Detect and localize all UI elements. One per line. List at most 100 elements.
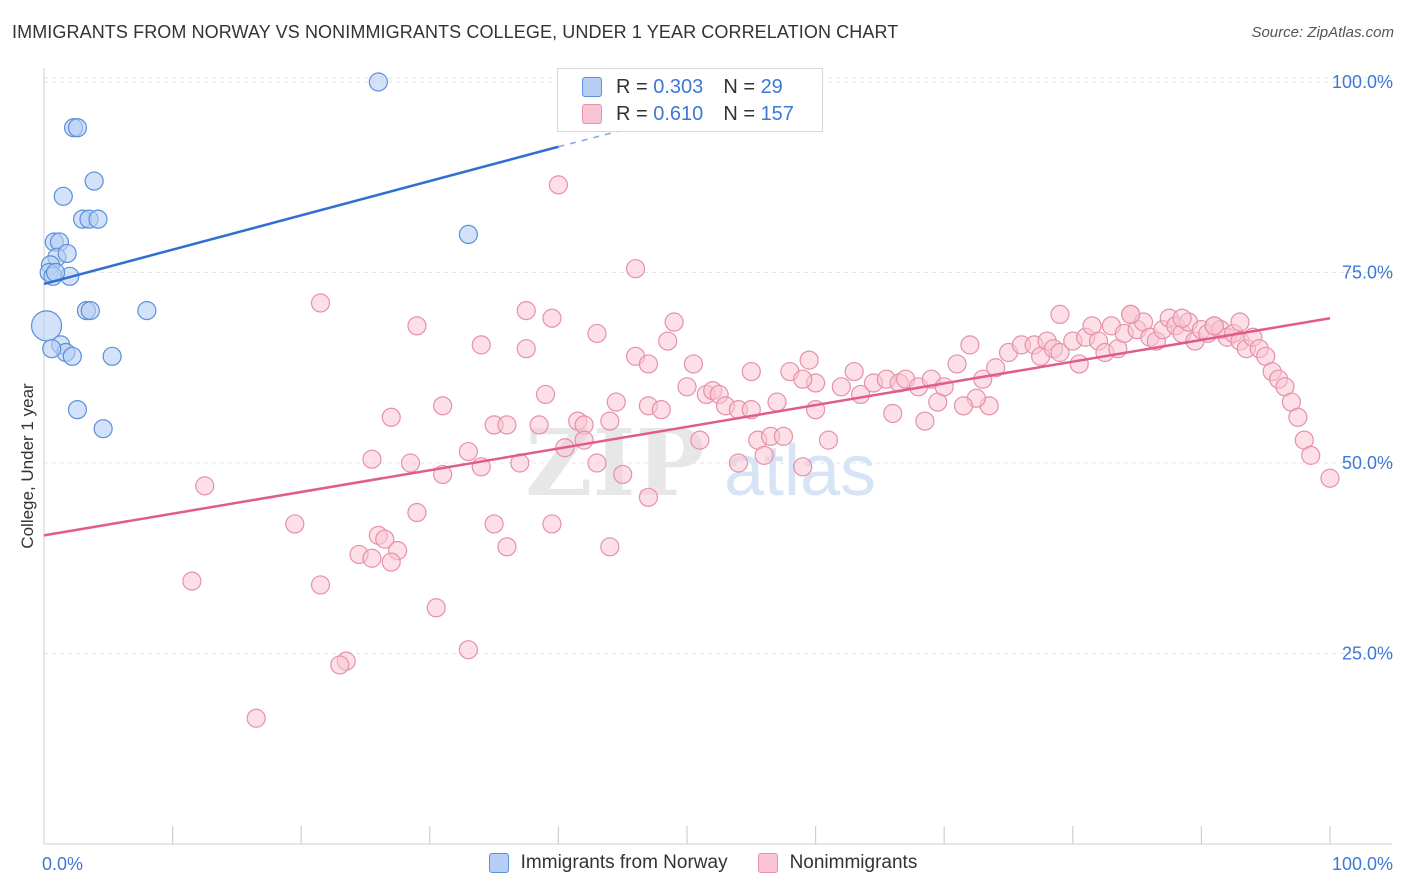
data-point-nonimmigrants [1172,308,1192,328]
data-point-norway [80,301,100,321]
x-tick-labels: 0.0% 100.0% [42,854,1393,874]
axes [43,68,1392,845]
legend-item-nonimmigrants[interactable]: Nonimmigrants [757,852,917,874]
data-point-nonimmigrants [1121,304,1141,325]
data-point-nonimmigrants [773,426,794,446]
legend-r-label: R = [616,75,648,98]
data-point-nonimmigrants [741,361,761,382]
data-point-nonimmigrants [677,377,697,397]
data-point-nonimmigrants [1204,316,1224,336]
legend-item-norway[interactable]: Immigrants from Norway [488,852,728,874]
data-point-nonimmigrants [638,354,659,374]
gridlines [44,77,1392,654]
data-point-nonimmigrants [638,487,659,507]
legend-n-label: N = [723,102,755,125]
data-point-norway [84,171,104,191]
data-point-nonimmigrants [1288,407,1308,427]
data-point-nonimmigrants [658,331,678,351]
data-point-nonimmigrants [381,552,401,572]
legend-row-norway: R = 0.303 N = 29 [582,75,783,99]
data-point-nonimmigrants [195,476,215,496]
data-point-nonimmigrants [683,354,704,374]
data-point-nonimmigrants [600,537,620,557]
y-axis-label: College, Under 1 year [18,383,37,549]
x-tick-label: 100.0% [1332,854,1393,874]
data-point-nonimmigrants [831,377,851,397]
data-point-nonimmigrants [497,537,517,557]
data-point-nonimmigrants [407,316,427,336]
data-point-nonimmigrants [664,312,684,332]
data-point-norway [57,243,77,264]
data-point-nonimmigrants [1050,342,1070,363]
nonimmigrants-points [182,175,1340,728]
data-point-nonimmigrants [516,339,536,359]
data-point-nonimmigrants [754,445,774,465]
data-point-nonimmigrants [310,293,331,313]
data-point-nonimmigrants [934,377,954,397]
data-point-nonimmigrants [529,415,549,435]
data-point-nonimmigrants [542,308,562,328]
legend-r-value: 0.303 [653,75,704,98]
data-point-nonimmigrants [793,369,813,389]
data-point-nonimmigrants [458,640,478,660]
data-point-nonimmigrants [497,415,517,435]
data-point-nonimmigrants [330,655,350,675]
data-point-norway [93,419,113,439]
y-tick-label: 100.0% [1332,72,1393,92]
data-point-norway [67,400,88,420]
legend-swatch-blue [582,77,602,97]
data-point-nonimmigrants [433,396,453,416]
data-point-nonimmigrants [246,708,266,728]
data-point-nonimmigrants [285,514,305,534]
data-point-nonimmigrants [407,502,427,523]
data-point-nonimmigrants [535,384,556,405]
data-point-nonimmigrants [1069,354,1089,374]
data-point-nonimmigrants [587,453,607,473]
legend-row-nonimmigrants: R = 0.610 N = 157 [582,102,794,126]
norway-points [30,72,478,439]
data-point-nonimmigrants [728,453,749,473]
data-point-nonimmigrants [651,400,671,420]
data-point-nonimmigrants [1230,312,1250,332]
data-point-norway [137,301,157,321]
data-point-nonimmigrants [400,453,421,473]
data-point-nonimmigrants [1301,445,1321,465]
legend-item-label: Immigrants from Norway [520,852,728,873]
data-point-nonimmigrants [362,449,382,469]
data-point-nonimmigrants [793,457,813,477]
legend-n-value: 29 [760,75,783,98]
data-point-nonimmigrants [986,358,1006,378]
y-tick-labels: 25.0% 50.0% 75.0% 100.0% [1332,72,1393,664]
data-point-nonimmigrants [426,598,446,618]
chart-title: IMMIGRANTS FROM NORWAY VS NONIMMIGRANTS … [12,22,899,42]
y-tick-label: 75.0% [1342,263,1393,283]
legend-r-label: R = [616,102,648,125]
data-point-norway [62,346,82,366]
data-point-nonimmigrants [381,407,401,427]
data-point-nonimmigrants [542,514,562,534]
data-point-nonimmigrants [883,403,903,424]
legend-swatch-pink [582,104,602,124]
data-point-nonimmigrants [606,392,626,412]
trend-line-nonimmigrants [43,316,1331,537]
x-tick-label: 0.0% [42,854,83,874]
data-point-nonimmigrants [625,259,646,279]
legend-n-label: N = [723,75,755,98]
source-label: Source: ZipAtlas.com [1251,24,1394,41]
data-point-nonimmigrants [182,571,202,591]
data-point-nonimmigrants [310,575,331,595]
data-point-nonimmigrants [767,392,787,412]
data-point-norway [53,186,73,206]
data-point-nonimmigrants [953,396,974,416]
data-point-nonimmigrants [799,350,819,370]
data-point-nonimmigrants [690,430,710,450]
data-point-norway [42,339,62,359]
data-point-nonimmigrants [818,430,839,450]
data-point-nonimmigrants [947,354,967,374]
stats-legend: R = 0.303 N = 29 R = 0.610 N = 157 [557,68,823,132]
legend-swatch-blue [488,853,509,873]
legend-swatch-pink [757,853,778,873]
data-point-nonimmigrants [960,335,980,355]
data-point-nonimmigrants [613,464,633,485]
data-point-norway [88,209,108,229]
